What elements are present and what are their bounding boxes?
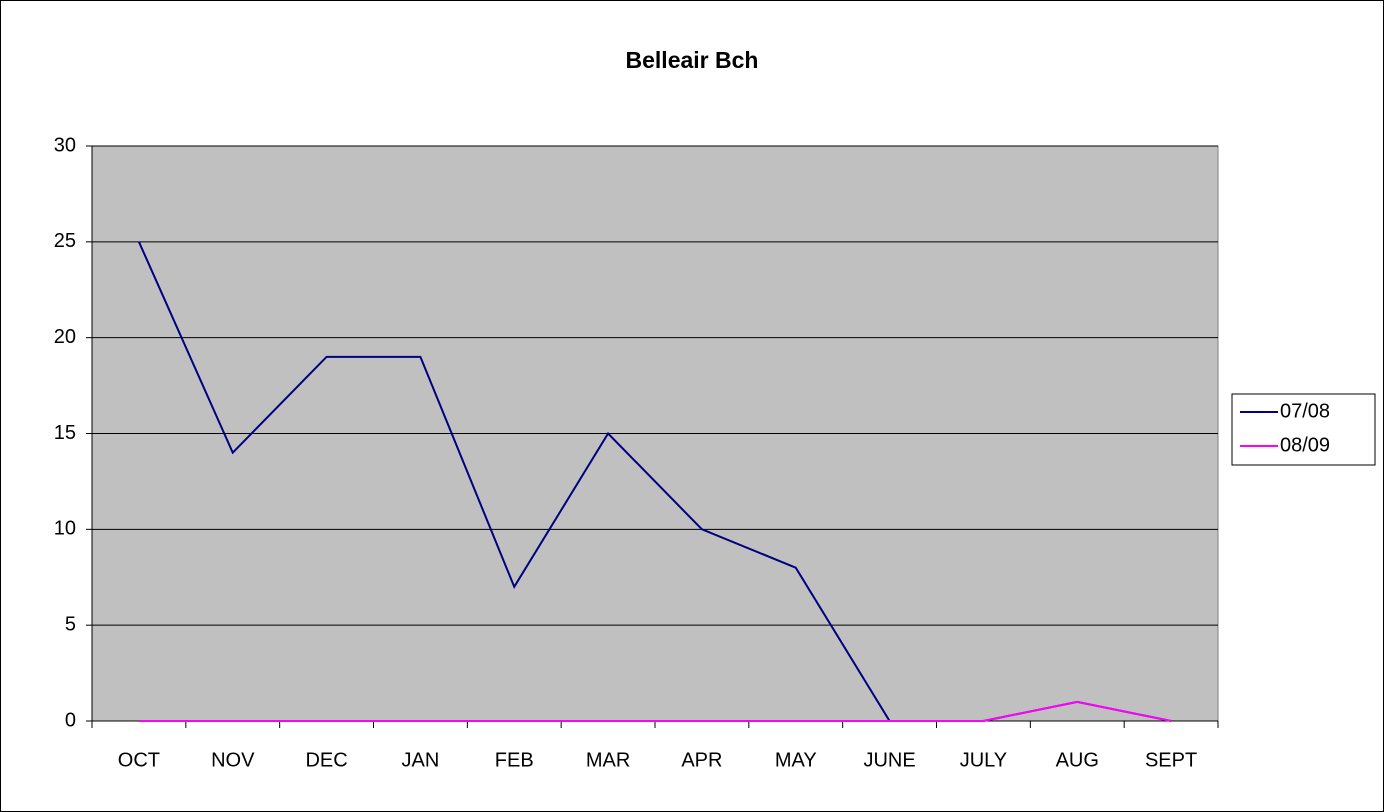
chart-title: Belleair Bch [626,47,759,73]
x-tick-label: SEPT [1145,749,1197,771]
y-tick-label: 30 [54,134,76,156]
x-tick-label: OCT [118,749,160,771]
x-tick-label: DEC [305,749,347,771]
legend-label: 08/09 [1280,434,1330,456]
x-tick-label: AUG [1056,749,1099,771]
x-tick-label: FEB [495,749,534,771]
y-tick-label: 25 [54,230,76,252]
y-tick-label: 0 [65,709,76,731]
x-tick-label: MAY [775,749,817,771]
x-tick-label: APR [681,749,722,771]
x-tick-label: NOV [211,749,255,771]
x-tick-label: JULY [960,749,1007,771]
x-tick-label: JAN [402,749,440,771]
legend-box [1231,393,1376,466]
x-tick-label: JUNE [863,749,915,771]
x-tick-label: MAR [586,749,630,771]
y-tick-label: 10 [54,518,76,540]
y-tick-label: 5 [65,613,76,635]
series-line [138,700,1172,722]
y-tick-label: 20 [54,326,76,348]
y-tick-label: 15 [54,422,76,444]
legend-label: 07/08 [1280,400,1330,422]
